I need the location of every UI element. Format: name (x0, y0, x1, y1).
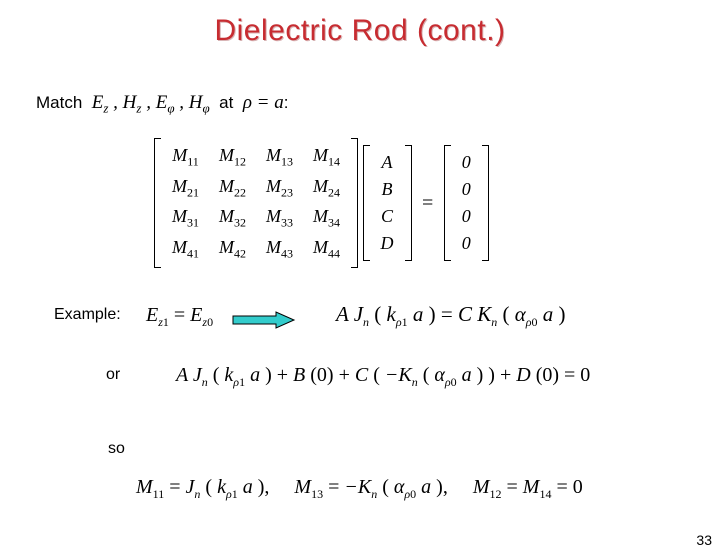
match-line: Match Ez , Hz , Eφ , Hφ at ρ = a: (36, 92, 288, 116)
page-number: 33 (696, 532, 712, 548)
arrow-icon (230, 310, 300, 330)
or-label: or (106, 366, 120, 384)
unknown-vector: A B C D (363, 145, 412, 261)
equals-sign: = (416, 192, 439, 215)
example-label: Example: (54, 306, 121, 324)
slide-title: Dielectric Rod (cont.) (0, 14, 720, 48)
so-label: so (108, 440, 125, 458)
match-at: at (219, 93, 233, 112)
match-prefix: Match (36, 93, 82, 112)
matrix-equation: M11M12M13M14 M21M22M23M24 M31M32M33M34 M… (154, 138, 489, 268)
example-rhs: A Jn ( kρ1 a ) = C Kn ( αρ0 a ) (336, 302, 566, 330)
coeff-matrix: M11M12M13M14 M21M22M23M24 M31M32M33M34 M… (154, 138, 358, 268)
rhs-vector: 0 0 0 0 (444, 145, 489, 261)
so-equation: M11 = Jn ( kρ1 a ), M13 = −Kn ( αρ0 a ),… (136, 476, 583, 502)
or-equation: A Jn ( kρ1 a ) + B (0) + C ( −Kn ( αρ0 a… (176, 364, 590, 390)
example-lhs: Ez1 = Ez0 (146, 304, 213, 330)
